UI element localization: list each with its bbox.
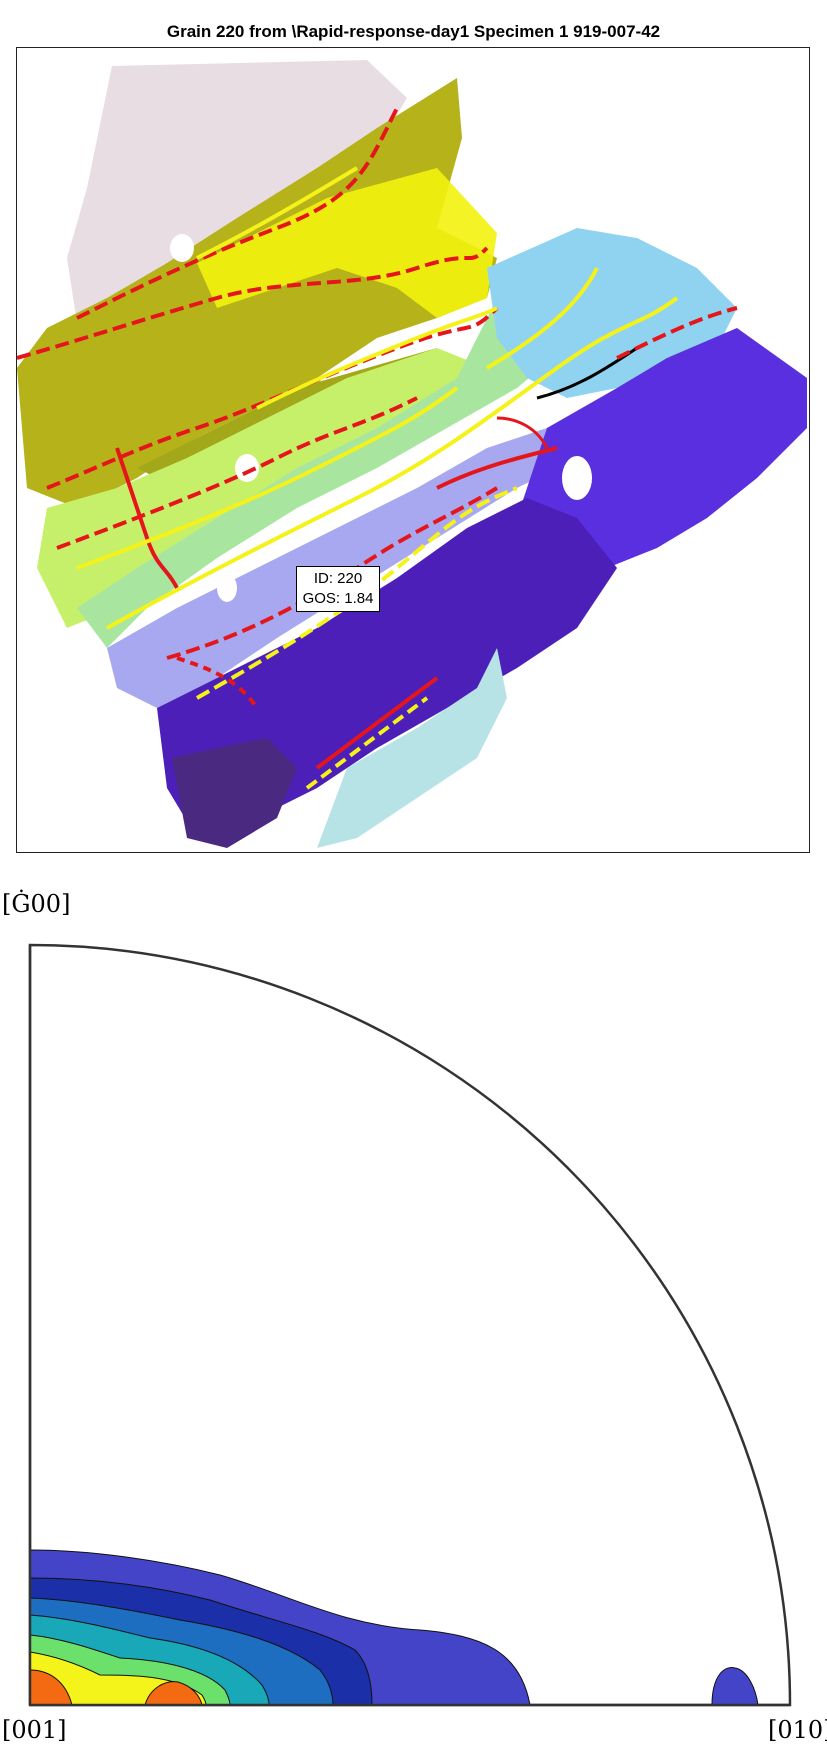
boundary-red (616, 306, 738, 360)
pole-label-bottom-right: [010] (768, 1716, 827, 1744)
boundary-yellow (76, 386, 459, 570)
void-spot (562, 456, 592, 500)
boundary-yellow (305, 696, 429, 790)
boundary-red (56, 396, 418, 550)
boundary-red (115, 447, 179, 589)
boundary-yellow (106, 296, 679, 630)
region-yellow (197, 168, 497, 318)
boundary-yellow (485, 267, 599, 370)
boundary-yellow (196, 486, 518, 700)
boundary-red (496, 416, 549, 449)
pole-label-top: [Ġ00] (2, 890, 71, 918)
grain-orientation-map: ID: 220 GOS: 1.84 (16, 47, 810, 853)
contour-level-7b (144, 1681, 203, 1706)
boundary-red (315, 676, 439, 770)
grain-gos-text: GOS: 1.84 (302, 590, 374, 607)
void-spot (217, 574, 237, 602)
orientation-map-svg (17, 60, 807, 848)
void-spot (170, 234, 194, 262)
grain-id-text: ID: 220 (313, 570, 363, 587)
grain-id-label: ID: 220 GOS: 1.84 (296, 566, 380, 612)
boundary-red (17, 246, 489, 360)
contour-level-1b (711, 1667, 759, 1706)
pole-figure-outline (28, 943, 792, 1707)
boundary-red (436, 446, 558, 490)
inverse-pole-figure (28, 943, 792, 1707)
region-pale-cyan (317, 648, 507, 848)
region-blue-violet (517, 328, 807, 568)
boundary-red (176, 656, 259, 710)
pole-label-bottom-left: [001] (2, 1716, 67, 1744)
boundary-yellow (256, 306, 498, 410)
boundary-red (76, 107, 399, 320)
figure-title: Grain 220 from \Rapid-response-day1 Spec… (166, 22, 661, 41)
region-deep-purple (172, 738, 297, 848)
void-spot (235, 454, 259, 482)
boundary-yellow (196, 166, 359, 260)
region-pale-top (67, 60, 407, 323)
